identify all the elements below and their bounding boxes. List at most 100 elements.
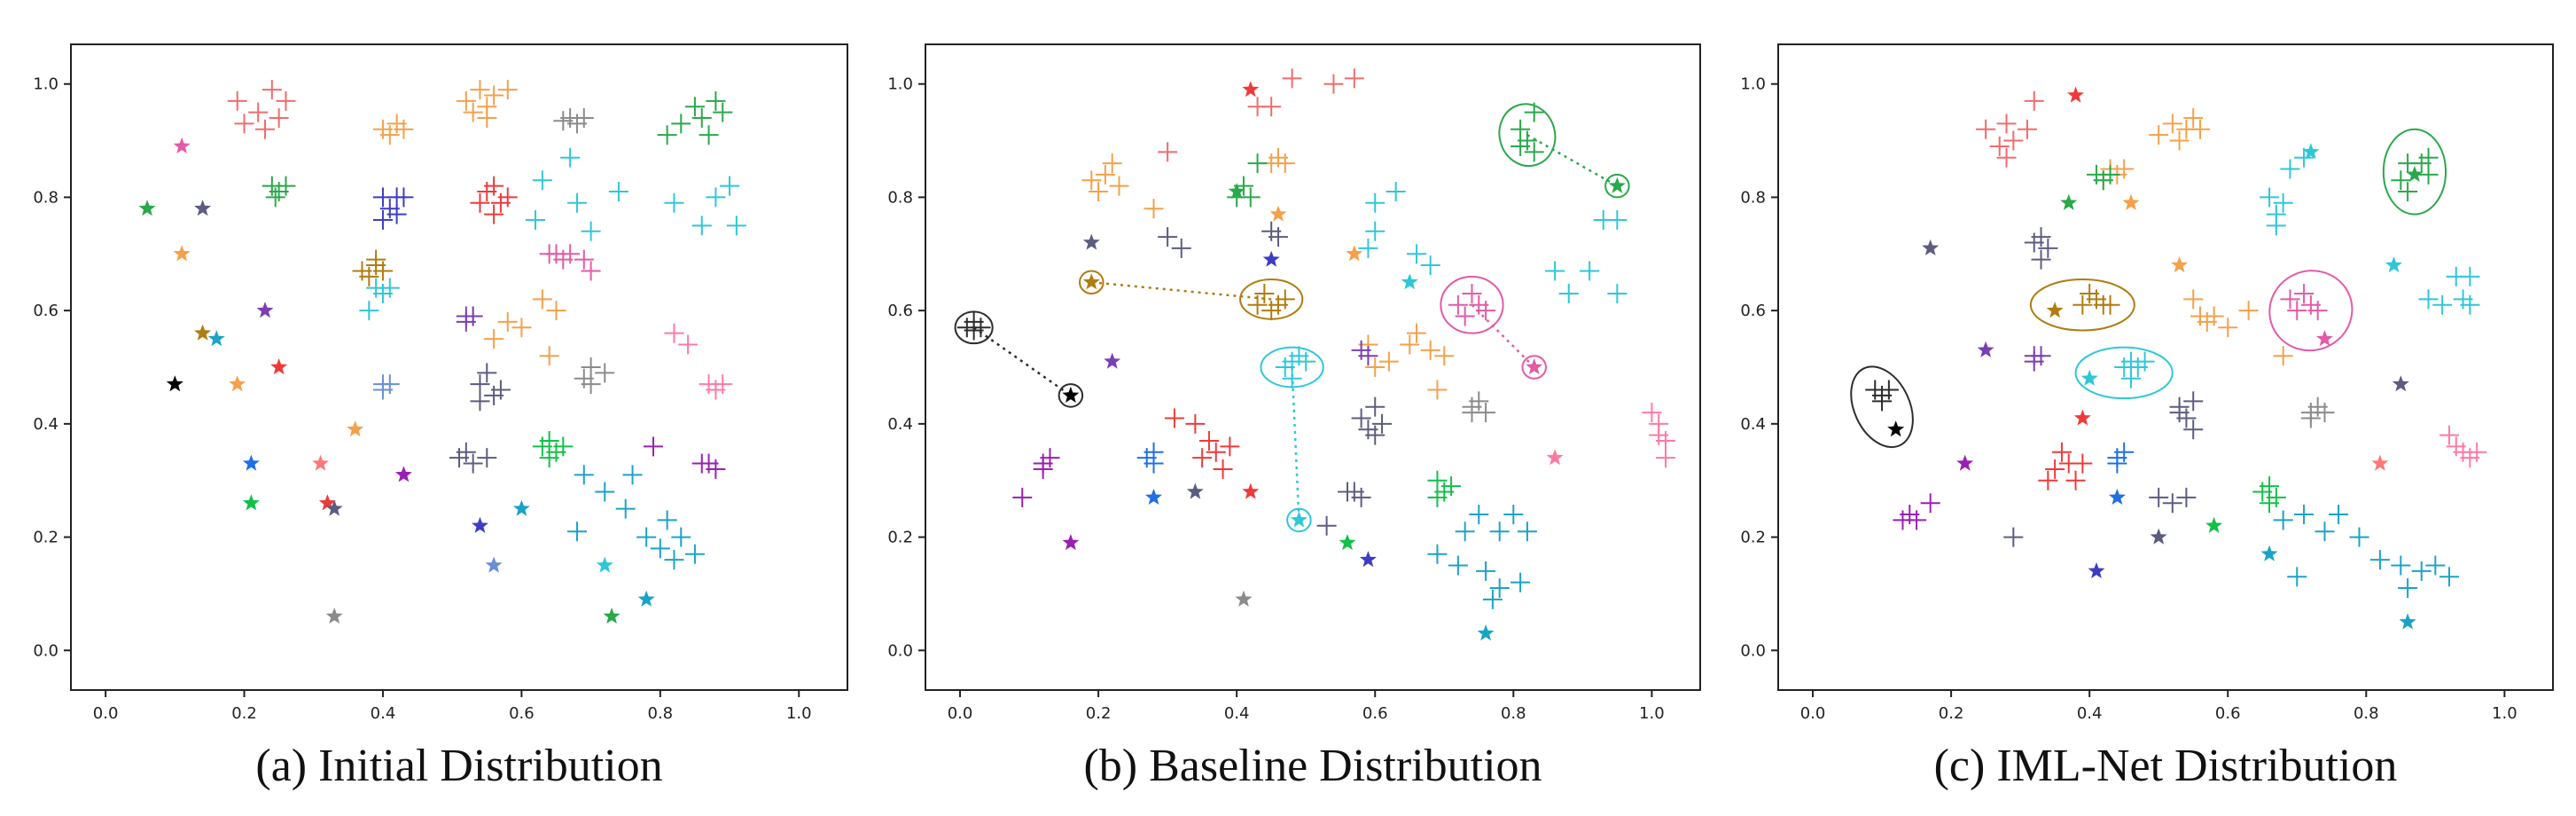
plus-point [227,90,247,111]
plus-point [664,192,684,213]
plus-point [2260,476,2280,497]
plus-point [2287,301,2307,321]
plus-point [2003,527,2024,547]
x-tick-label: 0.2 [1939,704,1964,723]
plus-point [2391,170,2411,191]
x-tick-label: 0.6 [1362,704,1388,723]
plus-point [595,363,615,383]
plus-point [2045,459,2065,479]
cluster-ellipse [2268,270,2354,352]
plus-point [2398,578,2418,599]
plus-point [470,391,490,412]
plus-point [671,114,691,134]
plus-point [691,108,712,129]
connector-line [1471,303,1535,368]
plus-point [497,311,518,332]
plus-point [366,249,386,270]
y-tick-label: 0.0 [887,641,913,660]
plus-point [1489,522,1510,542]
y-tick-label: 0.8 [887,188,913,207]
plus-point [2273,346,2293,366]
plus-point [581,221,601,241]
plus-point [553,111,574,131]
plus-point [574,465,594,485]
plus-point [1282,68,1302,89]
cluster-ellipse [1604,173,1630,199]
plus-point [1976,119,1996,139]
x-tick-label: 0.8 [648,704,674,723]
plus-point [1462,283,1482,303]
plus-point [1365,396,1386,417]
plus-point [2190,119,2211,139]
plus-point [2425,555,2446,576]
plus-point [2024,90,2044,111]
star-point [596,556,613,573]
plus-point [1510,572,1531,592]
plus-point [1878,380,1899,400]
plus-point [1144,453,1164,474]
plus-point [1427,487,1448,507]
star-point [1242,483,1260,499]
plus-point [2273,192,2293,213]
plus-point [477,182,497,202]
plus-point [539,431,559,451]
plus-point [1469,505,1489,525]
plus-point [581,261,601,281]
plus-point [671,527,691,547]
star-point [2171,256,2189,273]
plus-point [1607,283,1628,303]
plus-point [526,209,546,230]
star-point [242,454,260,471]
plot-frame [1777,43,2554,691]
plus-point [726,216,746,236]
plus-point [615,498,636,519]
star-point [637,590,655,607]
plus-point [1649,425,1669,445]
star-point [2302,143,2320,160]
x-tick-label: 0.0 [1800,704,1826,723]
plus-point [2439,567,2459,587]
cluster-ellipse [1850,365,1914,449]
plus-point [1358,346,1378,366]
plus-point [650,538,670,559]
star-point [1186,483,1204,499]
plus-point [1240,187,1261,208]
plus-point [1920,493,1940,514]
plus-point [691,216,712,236]
plus-point [2273,510,2293,530]
star-point [1228,183,1245,200]
plus-point [1158,227,1178,247]
y-tick-label: 0.2 [887,529,913,547]
plus-point [2307,301,2328,321]
plus-point [964,320,984,341]
star-point [394,466,412,483]
star-point [2260,545,2278,561]
cluster-ellipse [1521,355,1547,380]
plus-point [2260,187,2280,208]
plus-point [2162,493,2182,514]
axis-ticks: 0.0 0.2 0.4 0.6 0.8 1.0 0.0 0.2 0.4 0.6 0.8 1.0 [887,75,1664,723]
plus-point [1164,408,1184,428]
plus-point [2183,108,2204,129]
cluster-ellipse [2029,279,2135,332]
panel-initial-distribution: 0.0 0.2 0.4 0.6 0.8 1.0 0.0 0.2 0.4 0.6 0.8 1.0 (a)… [33,43,848,791]
plus-point [1316,515,1337,536]
plus-point [713,374,733,395]
plus-point [2467,442,2487,462]
plus-point [1296,351,1316,372]
plus-point [372,209,393,230]
plus-point [386,204,407,224]
plus-point [1344,482,1364,502]
star-point [2080,369,2098,386]
star-point [1242,81,1260,98]
x-tick-label: 0.4 [1224,704,1250,723]
star-point [2108,488,2126,505]
plus-point [1033,459,1053,479]
y-tick-label: 0.4 [33,415,59,434]
star-point [1062,534,1080,551]
star-point [1104,352,1121,369]
star-point [318,494,336,511]
plus-point [1089,182,1109,202]
plus-point [2183,289,2204,310]
